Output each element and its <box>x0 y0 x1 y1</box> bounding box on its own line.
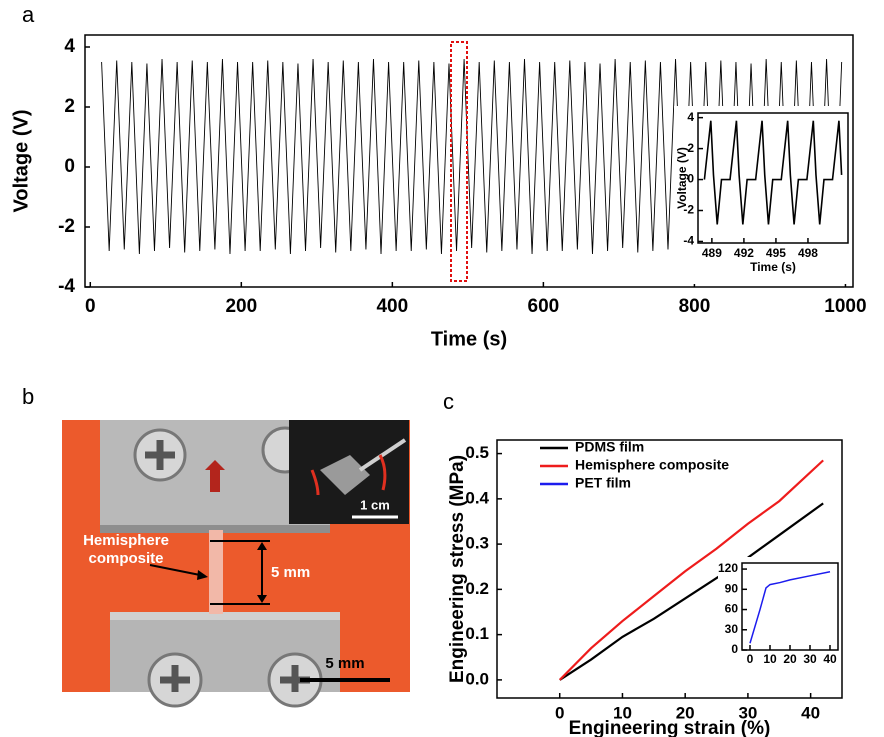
y-tick-label: 0.3 <box>465 534 489 553</box>
y-axis-label: Voltage (V) <box>10 110 32 213</box>
x-tick-label: 1000 <box>824 296 866 317</box>
x-tick-label: 40 <box>823 652 837 666</box>
x-tick-label: 492 <box>734 246 754 260</box>
y-tick-label: 0 <box>731 642 738 656</box>
x-tick-label: 600 <box>528 296 560 317</box>
axes-frame <box>697 112 849 244</box>
specimen-label: Hemisphere <box>83 532 169 549</box>
x-tick-label: 30 <box>738 703 757 722</box>
x-tick-label: 20 <box>676 703 695 722</box>
y-tick-label: 0.5 <box>465 443 489 462</box>
inset-scale: 1 cm <box>360 497 390 512</box>
legend-label: PET film <box>575 475 631 491</box>
x-tick-label: 495 <box>766 246 786 260</box>
highlight-box <box>450 41 468 282</box>
y-tick-label: 30 <box>725 622 739 636</box>
x-axis-label: Time (s) <box>750 260 796 274</box>
y-tick-label: -2 <box>683 203 694 217</box>
y-tick-label: 0 <box>687 172 694 186</box>
gauge-length: 5 mm <box>271 564 310 581</box>
panel-label: a <box>22 2 35 27</box>
y-tick-label: 90 <box>725 581 739 595</box>
x-axis-label: Engineering strain (%) <box>569 718 771 737</box>
y-tick-label: 2 <box>64 96 75 117</box>
y-tick-label: 0 <box>64 156 75 177</box>
y-tick-label: 4 <box>687 110 694 124</box>
y-tick-label: 0.1 <box>465 624 489 643</box>
x-tick-label: 40 <box>801 703 820 722</box>
y-tick-label: 4 <box>64 36 75 57</box>
x-tick-label: 200 <box>225 296 257 317</box>
x-tick-label: 0 <box>555 703 564 722</box>
x-tick-label: 0 <box>747 652 754 666</box>
y-tick-label: 60 <box>725 602 739 616</box>
panel-label: b <box>22 384 34 409</box>
y-axis-label: Voltage (V) <box>675 147 689 209</box>
x-tick-label: 800 <box>679 296 711 317</box>
y-tick-label: -2 <box>58 216 75 237</box>
y-tick-label: 0.0 <box>465 669 489 688</box>
legend-label: Hemisphere composite <box>575 457 729 473</box>
series-line <box>558 459 824 681</box>
y-tick-label: 0.2 <box>465 579 489 598</box>
scale-bar-label: 5 mm <box>325 655 364 672</box>
panel-label: c <box>443 389 454 414</box>
x-tick-label: 0 <box>85 296 96 317</box>
y-tick-label: -4 <box>58 276 75 297</box>
inset-background <box>718 557 840 665</box>
x-tick-label: 20 <box>783 652 797 666</box>
x-tick-label: 30 <box>803 652 817 666</box>
series-line <box>703 120 843 225</box>
axes-frame <box>84 34 854 288</box>
y-axis-label: Engineering stress (MPa) <box>447 455 468 683</box>
x-tick-label: 10 <box>763 652 777 666</box>
legend-label: PDMS film <box>575 439 644 455</box>
series-line <box>559 502 824 681</box>
x-tick-label: 10 <box>613 703 632 722</box>
photo: Hemisphere composite 5 mm 1 cm 5 mm <box>62 420 410 708</box>
axes-frame <box>496 439 843 699</box>
specimen-label: composite <box>88 550 163 567</box>
x-axis-label: Time (s) <box>431 328 507 350</box>
x-tick-label: 400 <box>376 296 408 317</box>
x-tick-label: 489 <box>702 246 722 260</box>
y-tick-label: 0.4 <box>465 488 489 507</box>
axes-frame <box>741 562 839 651</box>
y-tick-label: -4 <box>683 234 694 248</box>
y-tick-label: 120 <box>718 561 738 575</box>
y-tick-label: 2 <box>687 141 694 155</box>
series-line <box>749 571 831 644</box>
x-tick-label: 498 <box>798 246 818 260</box>
